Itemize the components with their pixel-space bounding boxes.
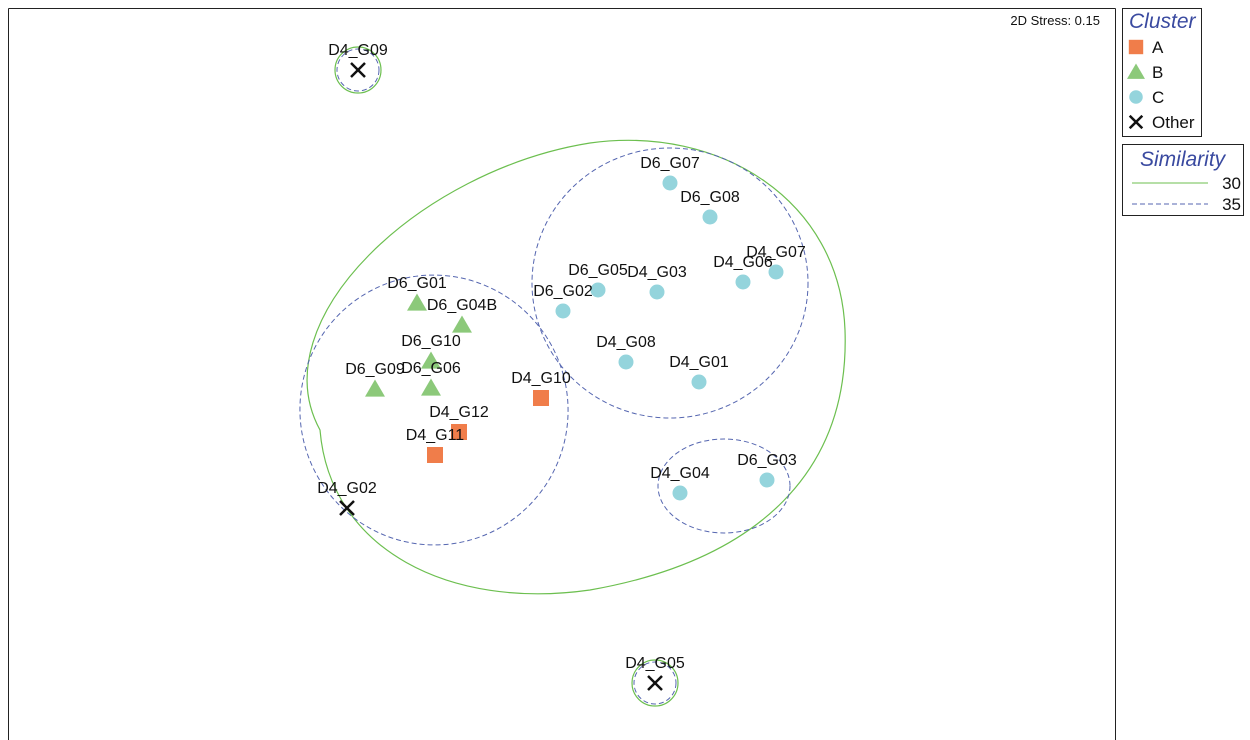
contour-35-g05 xyxy=(633,661,677,705)
point-label-d6-g01: D6_G01 xyxy=(387,275,447,292)
point-d6-g08 xyxy=(702,209,718,225)
point-label-d6-g04b: D6_G04B xyxy=(427,297,497,314)
legend-cluster: Cluster ABC Other xyxy=(1122,8,1202,137)
contour-30-large xyxy=(306,139,846,595)
point-label-d6-g05: D6_G05 xyxy=(568,262,628,279)
point-d4-g09 xyxy=(350,62,366,78)
point-label-d4-g06: D4_G06 xyxy=(713,254,773,271)
contour-35-c-lower xyxy=(657,438,791,534)
point-d6-g10 xyxy=(421,351,441,369)
point-d6-g03 xyxy=(759,472,775,488)
point-d4-g05 xyxy=(647,675,663,691)
similarity-contours xyxy=(299,46,846,707)
point-d6-g02 xyxy=(555,303,571,319)
point-label-d4-g11: D4_G11 xyxy=(406,427,465,444)
point-d4-g06 xyxy=(735,274,751,290)
legend-similarity-title: Similarity xyxy=(1140,148,1227,171)
legend-label-b: B xyxy=(1152,63,1163,82)
stress-label: 2D Stress: 0.15 xyxy=(1010,13,1100,28)
point-label-d4-g10: D4_G10 xyxy=(511,370,571,387)
point-d6-g05 xyxy=(590,282,606,298)
legend-marker-b xyxy=(1127,63,1145,79)
point-label-d6-g07: D6_G07 xyxy=(640,155,700,172)
contour-30-g09 xyxy=(334,46,382,94)
point-d6-g06 xyxy=(421,378,441,396)
point-label-d4-g03: D4_G03 xyxy=(627,264,687,281)
legend-marker-a xyxy=(1128,39,1144,55)
legend-cluster-title: Cluster xyxy=(1129,10,1197,33)
point-d4-g02 xyxy=(339,500,355,516)
point-label-d6-g03: D6_G03 xyxy=(737,452,797,469)
legend-sim-label-35: 35 xyxy=(1222,195,1241,214)
legend-label-c: C xyxy=(1152,88,1164,107)
point-d6-g01 xyxy=(407,293,427,311)
point-d4-g03 xyxy=(649,284,665,300)
point-d4-g10 xyxy=(533,390,549,406)
point-label-d6-g02: D6_G02 xyxy=(533,283,593,300)
point-d4-g07 xyxy=(768,264,784,280)
contour-35-ab xyxy=(299,274,569,546)
legend-label-a: A xyxy=(1152,38,1164,57)
point-label-d4-g09: D4_G09 xyxy=(328,42,388,59)
legend-sim-label-30: 30 xyxy=(1222,174,1241,193)
point-label-d4-g07: D4_G07 xyxy=(746,244,806,261)
legend-similarity: Similarity 30 35 xyxy=(1122,144,1244,216)
point-label-d4-g01: D4_G01 xyxy=(669,354,729,371)
point-d4-g01 xyxy=(691,374,707,390)
point-label-d4-g08: D4_G08 xyxy=(596,334,656,351)
point-d4-g04 xyxy=(672,485,688,501)
legend-marker-c xyxy=(1129,90,1143,104)
legend-label-other: Other xyxy=(1152,113,1195,132)
point-label-d6-g10: D6_G10 xyxy=(401,333,461,350)
point-label-d4-g04: D4_G04 xyxy=(650,465,710,482)
point-d4-g12 xyxy=(451,424,467,440)
contour-30-g05 xyxy=(631,659,679,707)
contour-35-c-upper xyxy=(531,147,809,419)
point-d4-g11 xyxy=(427,447,443,463)
point-label-d6-g06: D6_G06 xyxy=(401,360,461,377)
point-label-d4-g12: D4_G12 xyxy=(429,404,489,421)
point-d6-g04b xyxy=(452,315,472,333)
point-label-d4-g05: D4_G05 xyxy=(625,655,685,672)
point-label-d6-g08: D6_G08 xyxy=(680,189,740,206)
point-label-d4-g02: D4_G02 xyxy=(317,480,377,497)
contour-35-g09 xyxy=(336,48,380,92)
point-d4-g08 xyxy=(618,354,634,370)
point-label-d6-g09: D6_G09 xyxy=(345,361,405,378)
point-d6-g09 xyxy=(365,379,385,397)
point-d6-g07 xyxy=(662,175,678,191)
legend-marker-other xyxy=(1128,114,1144,130)
